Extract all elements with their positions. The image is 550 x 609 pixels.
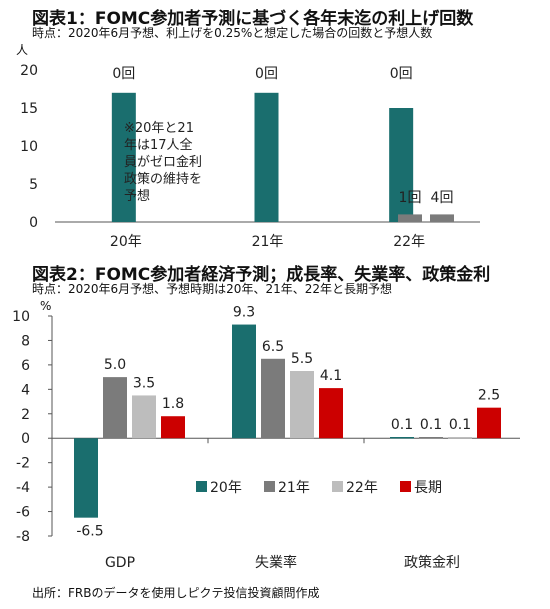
chart1-bar-0kai: [389, 108, 414, 222]
chart1-bar-small: [430, 214, 454, 222]
chart2-ytick-label: -6: [16, 505, 30, 521]
chart1-bar-label: 0回: [390, 66, 413, 82]
chart1-bar-0kai: [254, 92, 279, 222]
chart1-category-label: 21年: [252, 234, 284, 250]
chart1-bar-small: [398, 214, 422, 222]
chart2-category-label: GDP: [105, 555, 135, 571]
chart1-title: 図表1：FOMC参加者予測に基づく各年末迄の利上げ回数: [32, 9, 474, 29]
chart2-data-label: 5.5: [291, 351, 313, 367]
chart2-data-label: -6.5: [76, 524, 103, 540]
chart1-bar-label: 4回: [431, 190, 454, 206]
chart2-data-label: 0.1: [449, 417, 471, 433]
chart2-category-label: 失業率: [255, 554, 297, 571]
chart2-legend-swatch: [400, 481, 411, 492]
chart2-bar-21年: [419, 437, 443, 439]
chart1-ytick-label: 15: [20, 101, 38, 117]
chart2-data-label: 6.5: [262, 339, 284, 355]
chart2-data-label: 1.8: [162, 396, 184, 412]
chart2-legend-label: 20年: [210, 480, 242, 496]
chart2-data-label: 2.5: [478, 388, 500, 404]
chart2-bar-20年: [390, 437, 414, 439]
chart2-bar-21年: [103, 377, 127, 439]
chart2-ytick-label: -2: [16, 456, 30, 472]
chart2-legend-swatch: [332, 481, 343, 492]
chart1-ytick-label: 0: [29, 215, 38, 231]
chart1-bar-label: 0回: [112, 66, 135, 82]
chart2-ytick-label: 8: [21, 333, 30, 349]
chart2-bar-長期: [161, 416, 185, 439]
chart2-legend-label: 21年: [278, 480, 310, 496]
chart1-annotation-line: 予想: [124, 188, 150, 204]
chart2-bar-長期: [319, 388, 343, 439]
chart1-ytick-label: 20: [20, 63, 38, 79]
chart1-ytick-label: 5: [29, 177, 38, 193]
chart2-legend-label: 長期: [414, 480, 442, 496]
chart1-annotation-line: 員がゼロ金利: [124, 154, 202, 170]
chart2-ytick-label: 6: [21, 358, 30, 374]
chart1-unit-label: 人: [16, 43, 28, 57]
chart1-ytick-label: 10: [20, 139, 38, 155]
chart2-bar-20年: [232, 324, 256, 439]
chart1-subtitle: 時点：2020年6月予想、利上げを0.25%と想定した場合の回数と予想人数: [32, 26, 433, 40]
chart1-category-label: 22年: [393, 234, 425, 250]
chart2-ytick-label: 10: [12, 309, 30, 325]
source-note: 出所：FRBのデータを使用しピクテ投信投資顧問作成: [32, 586, 320, 600]
chart1-annotation-line: ※20年と21: [124, 121, 194, 136]
chart2-subtitle: 時点：2020年6月予想、予想時期は20年、21年、22年と長期予想: [32, 282, 392, 296]
chart2-legend-swatch: [196, 481, 207, 492]
chart2-legend-label: 22年: [346, 480, 378, 496]
chart2-bar-20年: [74, 438, 98, 518]
chart2-data-label: 5.0: [104, 357, 126, 373]
chart2-bar-22年: [448, 437, 472, 439]
chart2-data-label: 0.1: [391, 417, 413, 433]
chart1-bar-label: 0回: [255, 66, 278, 82]
chart2-data-label: 9.3: [233, 305, 255, 321]
chart1-category-label: 20年: [110, 234, 142, 250]
chart2-data-label: 0.1: [420, 417, 442, 433]
chart2: % -8 -6 -4 -2 0 2 4 6 8 10 GDP 失業率 政策金利 -6.5 9.3 5.0 6.5 0…: [12, 299, 520, 571]
chart2-title: 図表2：FOMC参加者経済予測；成長率、失業率、政策金利: [32, 265, 491, 285]
chart2-ytick-label: 0: [21, 431, 30, 447]
chart1-annotation-line: 政策の維持を: [124, 171, 202, 187]
chart1: 人 0 5 10 15 20 20年 21年 22年 0回 0回 0回 1回 4回 ※20年と21年は17人…: [16, 43, 480, 250]
chart2-bar-長期: [477, 407, 501, 439]
chart2-bar-22年: [132, 395, 156, 439]
chart2-legend-swatch: [264, 481, 275, 492]
chart2-ytick-label: -8: [16, 529, 30, 545]
chart1-bar-0kai: [111, 92, 136, 222]
chart2-data-label: 4.1: [320, 368, 342, 384]
chart1-bar-label: 1回: [399, 190, 422, 206]
chart2-bar-21年: [261, 358, 285, 439]
chart2-category-label: 政策金利: [404, 554, 460, 571]
chart2-ytick-label: 4: [21, 382, 30, 398]
chart1-annotation-line: 年は17人全: [124, 137, 193, 153]
chart2-data-label: 3.5: [133, 375, 155, 391]
chart2-bar-22年: [290, 371, 314, 439]
chart2-ytick-label: -4: [16, 480, 30, 496]
chart2-unit-label: %: [40, 299, 51, 313]
chart2-ytick-label: 2: [21, 407, 30, 423]
